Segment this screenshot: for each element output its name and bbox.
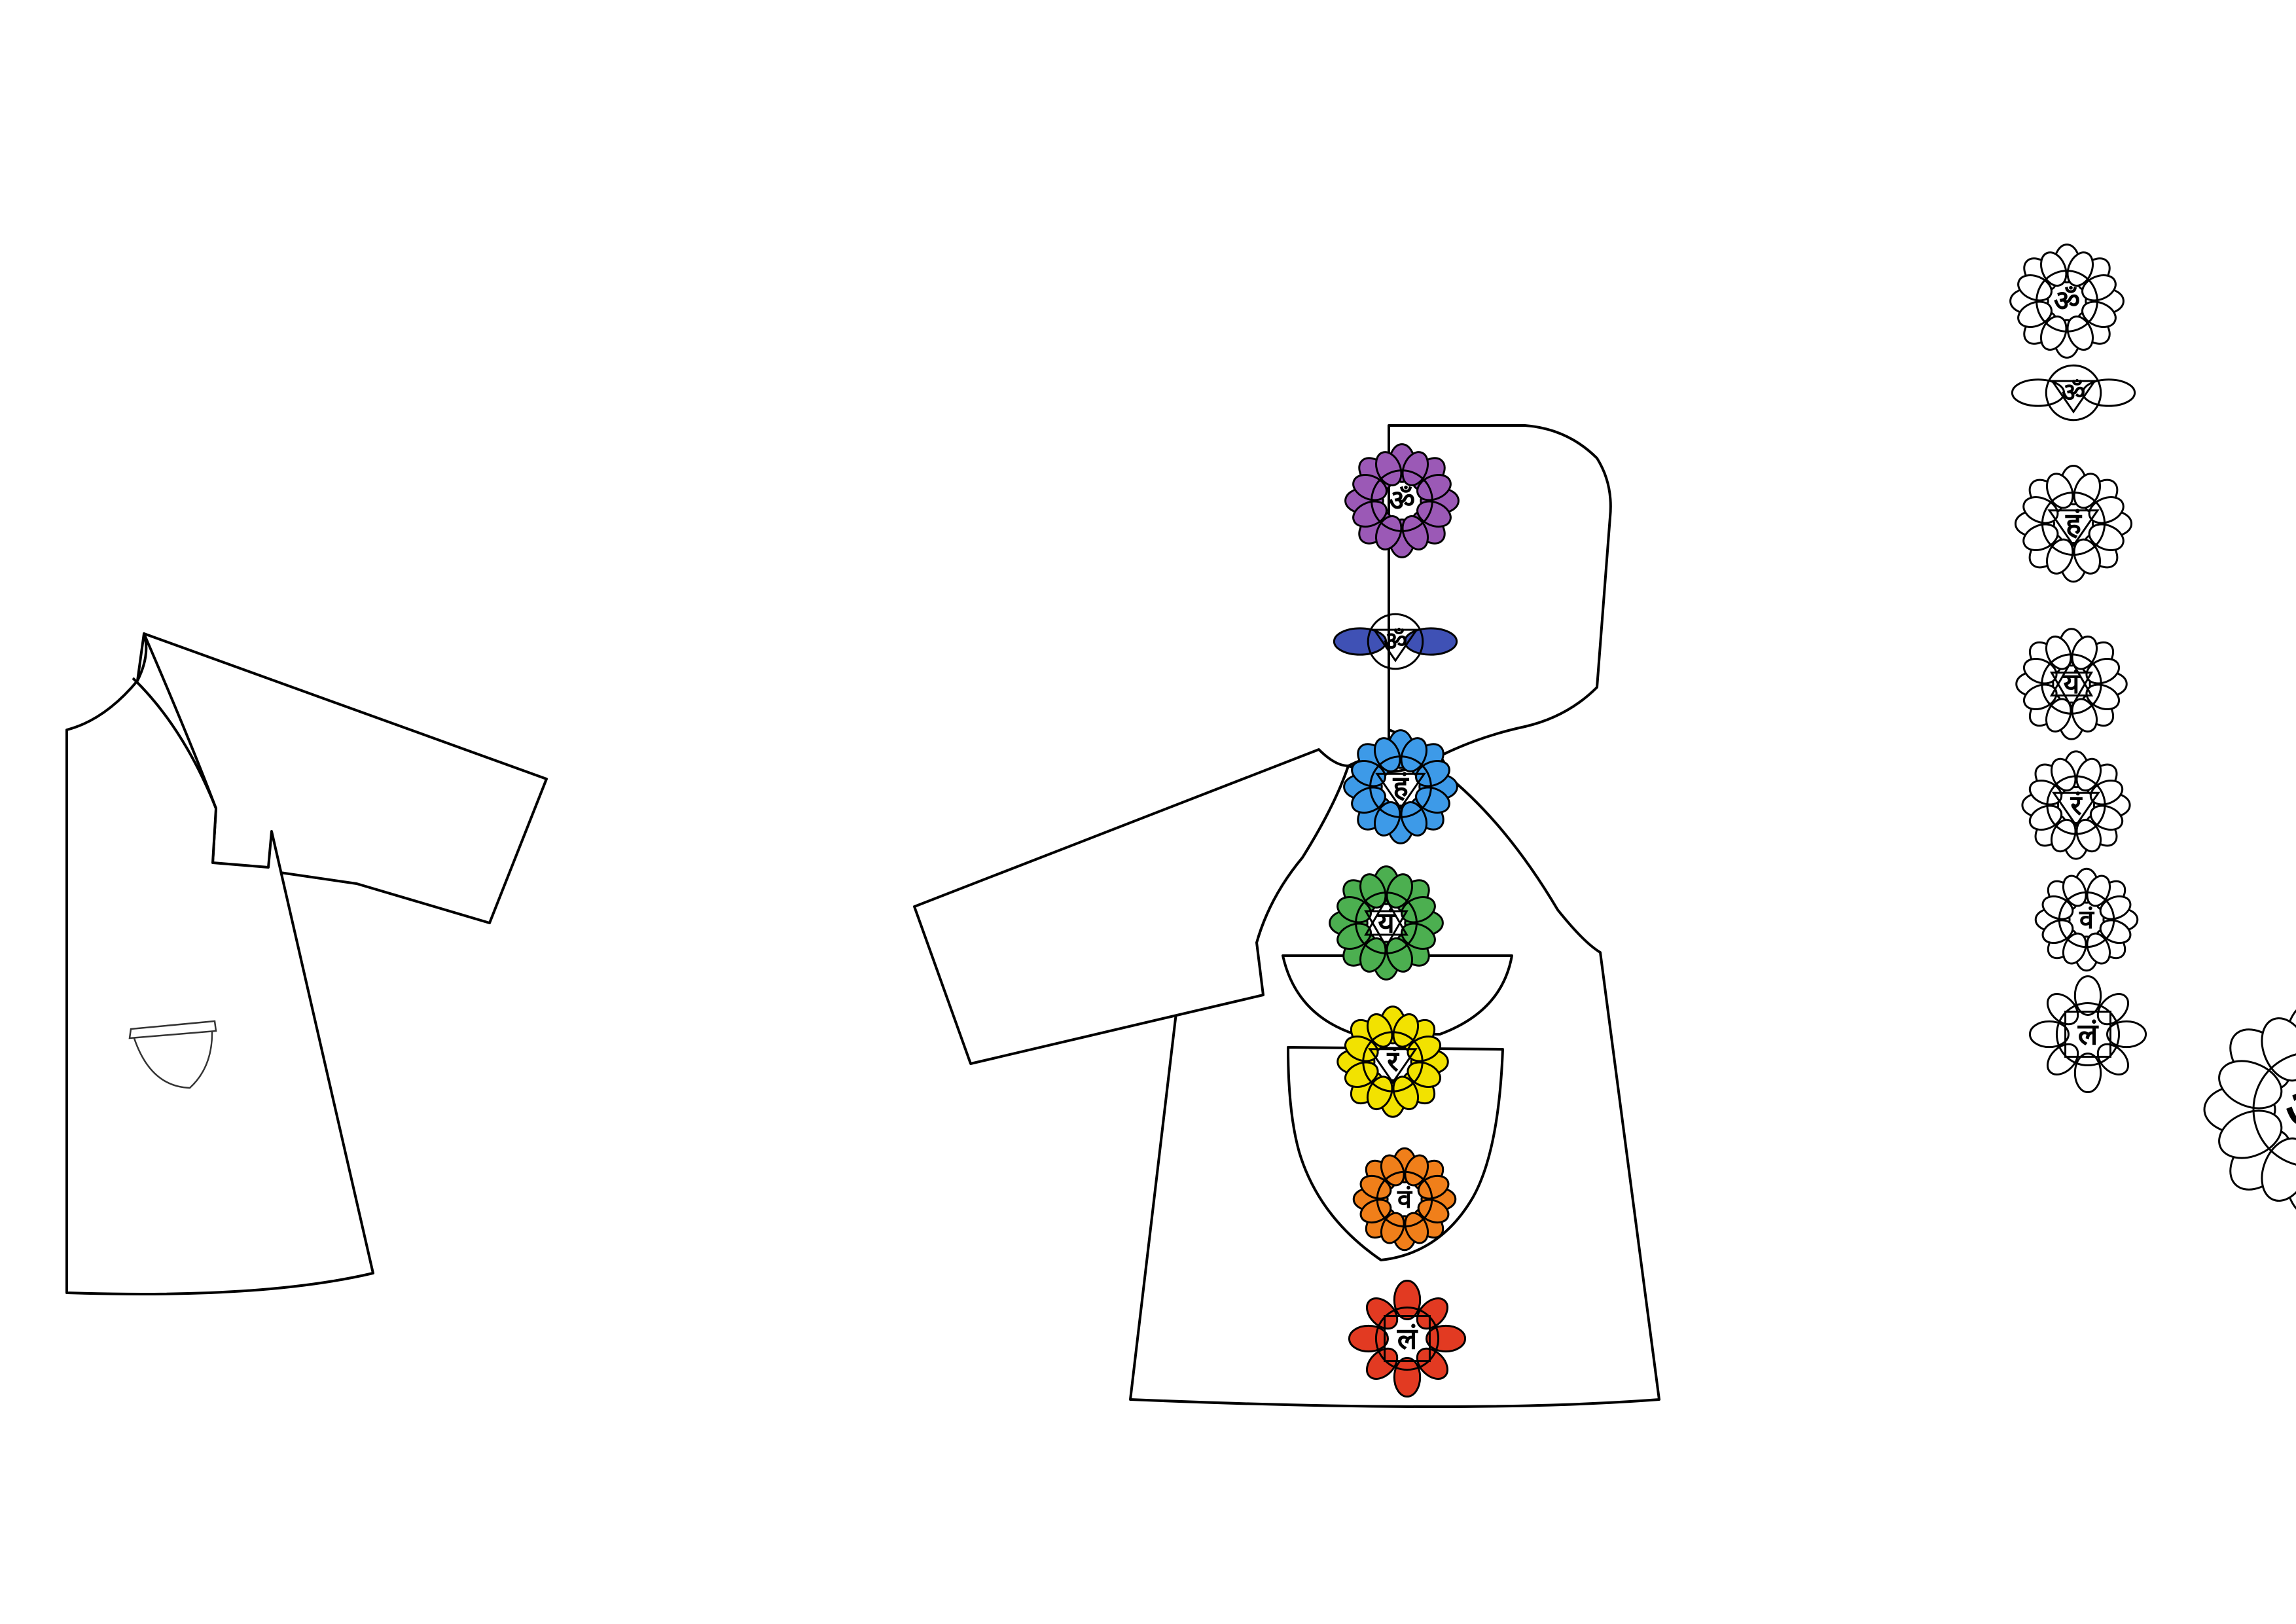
jacket-back-view	[913, 424, 1660, 1408]
chakra-symbol: रं	[2070, 789, 2083, 821]
chakra-symbol: लं	[1397, 1322, 1418, 1356]
heart-chakra-icon: यं	[1329, 865, 1444, 981]
chakra-symbol: यं	[2063, 668, 2081, 700]
side-view-raglan-seam	[132, 677, 217, 809]
throat-chakra-icon: हं	[2014, 464, 2133, 583]
sacral-chakra-icon: वं	[1352, 1147, 1457, 1252]
chakra-symbol: हं	[2065, 507, 2083, 541]
chakra-symbol: वं	[2079, 905, 2095, 935]
chakra-symbol: ॐ	[1384, 626, 1407, 657]
partial-chakra-icon: ॐ	[2203, 1002, 2296, 1217]
chakra-symbol: ॐ	[1389, 484, 1415, 518]
outline-chakra-column: ॐ ॐ हं यं रं वं लं	[2009, 244, 2147, 1094]
heart-chakra-icon: यं	[2015, 628, 2128, 740]
upper-pocket	[1282, 954, 1513, 1036]
chakra-symbol: रं	[1386, 1045, 1399, 1078]
crown-chakra-icon: ॐ	[2009, 244, 2125, 359]
crown-chakra-icon: ॐ	[2203, 1002, 2296, 1217]
colored-chakra-column: ॐ ॐ हं यं रं वं लं	[1329, 443, 1467, 1398]
third-eye-chakra-icon: ॐ	[1333, 613, 1458, 670]
chakra-symbol: ॐ	[2286, 1078, 2296, 1141]
jacket-side-view	[65, 632, 548, 1295]
side-view-pocket	[128, 1020, 217, 1089]
throat-chakra-icon: हं	[1343, 729, 1458, 844]
solar-plexus-chakra-icon: रं	[1336, 1005, 1449, 1118]
chakra-symbol: ॐ	[2062, 378, 2085, 408]
crown-chakra-icon: ॐ	[1344, 443, 1460, 558]
third-eye-chakra-icon: ॐ	[2011, 364, 2136, 422]
root-chakra-icon: लं	[1348, 1279, 1467, 1398]
chakra-symbol: वं	[1397, 1184, 1413, 1214]
side-view-body	[65, 632, 374, 1295]
sacral-chakra-icon: वं	[2034, 867, 2139, 972]
chakra-symbol: लं	[2077, 1017, 2099, 1052]
chakra-symbol: हं	[1392, 770, 1409, 804]
chakra-symbol: ॐ	[2054, 285, 2080, 318]
solar-plexus-chakra-icon: रं	[2021, 750, 2131, 860]
chakra-symbol: यं	[1377, 907, 1395, 940]
root-chakra-icon: लं	[2028, 975, 2147, 1094]
back-view-sleeve	[913, 748, 1350, 1065]
